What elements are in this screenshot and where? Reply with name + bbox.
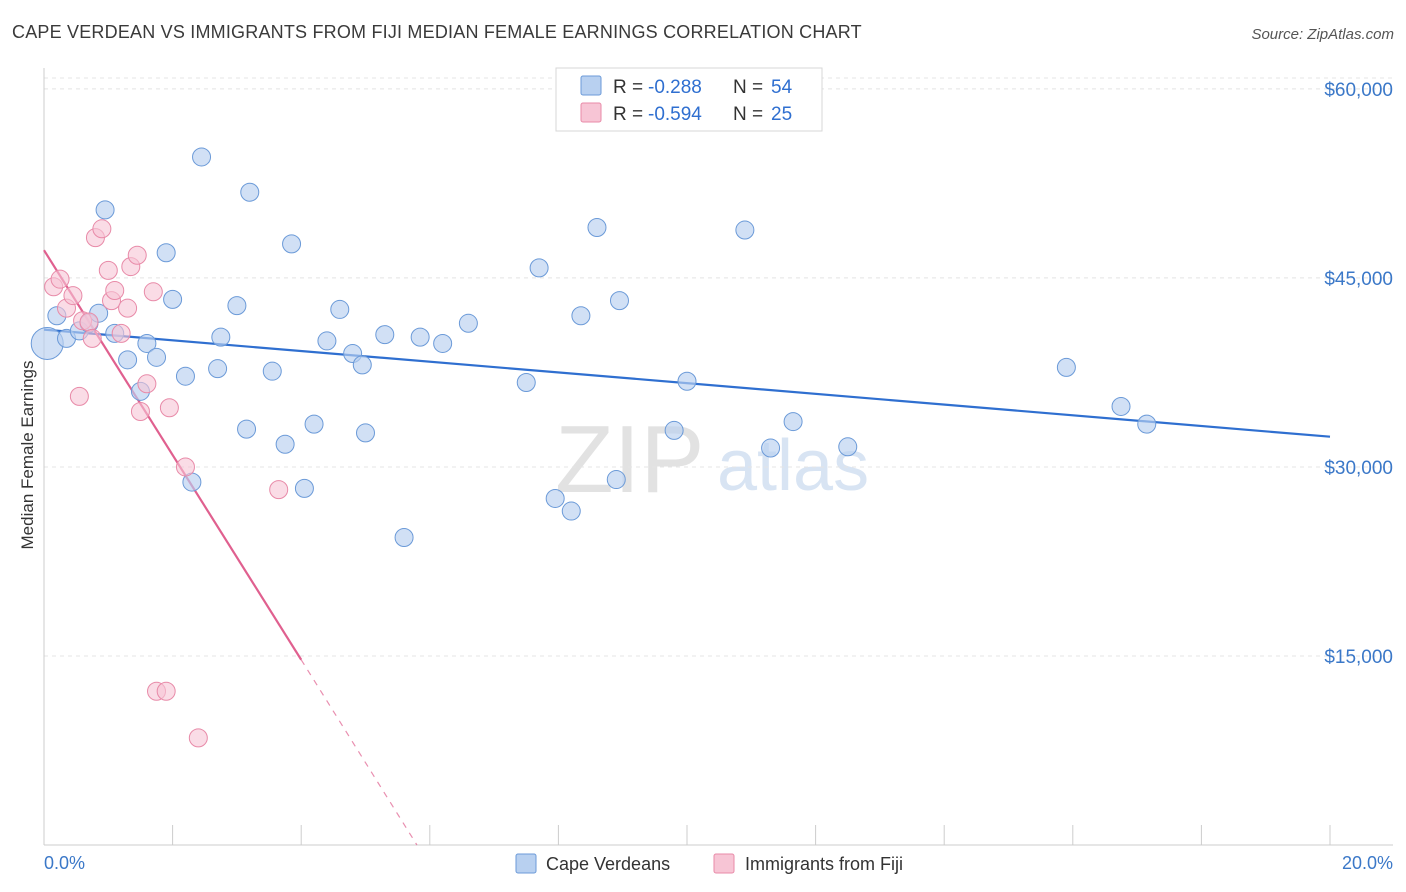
legend-n-value-1: 54 <box>771 77 793 98</box>
point-cape-verdeans <box>1111 396 1131 416</box>
point-cape-verdeans <box>137 333 157 353</box>
point-cape-verdeans <box>240 182 260 202</box>
point-cape-verdeans <box>262 361 282 381</box>
x-tick-label-min: 0.0% <box>44 853 85 873</box>
legend-r-value-1: -0.288 <box>648 77 702 98</box>
grid-group: $15,000 $30,000 $45,000 $60,000 <box>44 77 1393 668</box>
point-fiji <box>63 286 83 306</box>
point-cape-verdeans <box>118 350 138 370</box>
point-cape-verdeans <box>394 528 414 548</box>
point-cape-verdeans <box>237 419 257 439</box>
top-legend: R = -0.288 N = 54 R = -0.594 N = 25 <box>555 67 823 132</box>
point-fiji <box>137 374 157 394</box>
point-cape-verdeans <box>1056 357 1076 377</box>
point-cape-verdeans <box>30 326 64 360</box>
point-cape-verdeans <box>163 289 183 309</box>
point-fiji <box>69 386 89 406</box>
point-cape-verdeans <box>677 371 697 391</box>
point-fiji <box>98 260 118 280</box>
point-cape-verdeans <box>587 218 607 238</box>
legend-n-label-1: N = <box>733 77 763 98</box>
legend-r-label-1: R = <box>613 77 643 98</box>
point-fiji <box>175 457 195 477</box>
x-tick-label-max: 20.0% <box>1342 853 1393 873</box>
point-fiji <box>127 245 147 265</box>
point-cape-verdeans <box>304 414 324 434</box>
bottom-legend: Cape Verdeans Immigrants from Fiji <box>515 853 903 874</box>
y-tick-label: $15,000 <box>1324 647 1393 668</box>
point-cape-verdeans <box>735 220 755 240</box>
point-fiji <box>159 398 179 418</box>
point-cape-verdeans <box>294 478 314 498</box>
point-fiji <box>143 282 163 302</box>
chart-source: Source: ZipAtlas.com <box>1251 26 1394 43</box>
point-fiji <box>118 298 138 318</box>
point-cape-verdeans <box>783 412 803 432</box>
legend-swatch-fiji <box>580 102 602 123</box>
bottom-legend-swatch-fiji <box>713 853 735 874</box>
y-axis-label: Median Female Earnings <box>18 361 37 550</box>
point-cape-verdeans <box>317 331 337 351</box>
point-cape-verdeans <box>147 347 167 367</box>
point-fiji <box>111 323 131 343</box>
y-tick-label: $45,000 <box>1324 269 1393 290</box>
point-cape-verdeans <box>606 470 626 490</box>
point-cape-verdeans <box>175 366 195 386</box>
legend-r-label-2: R = <box>613 104 643 125</box>
point-cape-verdeans <box>433 333 453 353</box>
bottom-legend-label-cape-verdeans: Cape Verdeans <box>546 854 670 874</box>
point-fiji <box>105 281 125 301</box>
y-tick-label: $30,000 <box>1324 458 1393 479</box>
point-cape-verdeans <box>516 373 536 393</box>
point-fiji <box>50 269 70 289</box>
points-group <box>30 147 1157 748</box>
watermark: ZIP atlas <box>555 406 869 513</box>
point-fiji <box>269 480 289 500</box>
point-fiji <box>156 681 176 701</box>
point-cape-verdeans <box>761 438 781 458</box>
legend-n-value-2: 25 <box>771 104 792 125</box>
point-cape-verdeans <box>545 488 565 508</box>
point-cape-verdeans <box>227 296 247 316</box>
point-cape-verdeans <box>664 420 684 440</box>
watermark-zip: ZIP <box>555 406 704 513</box>
point-fiji <box>188 728 208 748</box>
point-cape-verdeans <box>95 200 115 220</box>
point-cape-verdeans <box>1137 414 1157 434</box>
point-cape-verdeans <box>275 434 295 454</box>
trend-group <box>43 249 1331 846</box>
point-cape-verdeans <box>356 423 375 443</box>
point-cape-verdeans <box>375 325 395 345</box>
point-cape-verdeans <box>609 291 629 311</box>
point-cape-verdeans <box>561 501 581 521</box>
point-cape-verdeans <box>330 299 350 319</box>
point-cape-verdeans <box>458 313 478 333</box>
point-cape-verdeans <box>410 327 430 347</box>
bottom-legend-swatch-cape-verdeans <box>515 853 537 874</box>
point-fiji <box>82 328 102 348</box>
point-fiji <box>130 402 150 422</box>
point-cape-verdeans <box>282 234 302 254</box>
point-cape-verdeans <box>211 327 231 347</box>
point-cape-verdeans <box>529 258 549 278</box>
point-fiji <box>92 219 112 239</box>
legend-swatch-cape-verdeans <box>580 75 602 96</box>
point-cape-verdeans <box>571 306 591 326</box>
point-cape-verdeans <box>352 355 372 375</box>
point-cape-verdeans <box>192 147 212 167</box>
point-cape-verdeans <box>838 437 858 457</box>
y-tick-label: $60,000 <box>1324 80 1393 101</box>
point-fiji <box>79 312 99 332</box>
axes-group <box>43 68 1393 846</box>
chart-title: CAPE VERDEAN VS IMMIGRANTS FROM FIJI MED… <box>12 22 862 42</box>
point-cape-verdeans <box>208 359 228 379</box>
trendline-fiji-extension <box>300 659 418 846</box>
point-cape-verdeans <box>156 243 176 263</box>
legend-r-value-2: -0.594 <box>648 104 702 125</box>
bottom-legend-label-fiji: Immigrants from Fiji <box>745 854 903 874</box>
legend-n-label-2: N = <box>733 104 763 125</box>
